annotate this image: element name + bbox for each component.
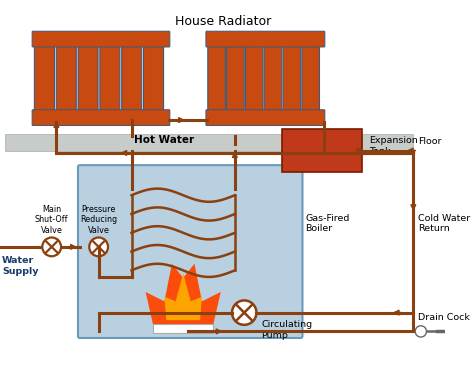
Bar bbox=[282, 130, 362, 172]
FancyBboxPatch shape bbox=[206, 110, 325, 126]
Circle shape bbox=[42, 238, 61, 256]
FancyBboxPatch shape bbox=[122, 38, 142, 122]
Bar bbox=[5, 134, 413, 151]
FancyBboxPatch shape bbox=[56, 38, 76, 122]
Text: Main
Shut-Off
Valve: Main Shut-Off Valve bbox=[35, 205, 68, 235]
Text: Gas-Fired
Boiler: Gas-Fired Boiler bbox=[305, 214, 350, 233]
FancyBboxPatch shape bbox=[264, 38, 282, 122]
Text: Circulating
Pump: Circulating Pump bbox=[261, 320, 312, 340]
Text: Cold Water
Return: Cold Water Return bbox=[418, 214, 470, 233]
FancyBboxPatch shape bbox=[78, 165, 302, 338]
Text: House Radiator: House Radiator bbox=[174, 15, 271, 28]
Text: Water
Supply: Water Supply bbox=[2, 256, 38, 276]
FancyBboxPatch shape bbox=[100, 38, 120, 122]
Text: Hot Water: Hot Water bbox=[134, 135, 194, 145]
FancyBboxPatch shape bbox=[78, 38, 98, 122]
Circle shape bbox=[415, 326, 427, 337]
FancyBboxPatch shape bbox=[283, 38, 301, 122]
FancyBboxPatch shape bbox=[227, 38, 244, 122]
Bar bbox=[153, 324, 213, 333]
Polygon shape bbox=[164, 273, 202, 320]
FancyBboxPatch shape bbox=[35, 38, 55, 122]
FancyBboxPatch shape bbox=[302, 38, 319, 122]
Text: Floor: Floor bbox=[418, 137, 441, 146]
Text: Drain Cock: Drain Cock bbox=[418, 313, 470, 322]
Circle shape bbox=[232, 300, 256, 325]
FancyBboxPatch shape bbox=[208, 38, 226, 122]
Polygon shape bbox=[146, 264, 221, 325]
FancyBboxPatch shape bbox=[246, 38, 263, 122]
Text: Pressure
Reducing
Valve: Pressure Reducing Valve bbox=[80, 205, 117, 235]
FancyBboxPatch shape bbox=[32, 110, 170, 126]
Circle shape bbox=[89, 238, 108, 256]
Text: Expansion
Tank: Expansion Tank bbox=[369, 136, 418, 156]
FancyBboxPatch shape bbox=[144, 38, 164, 122]
FancyBboxPatch shape bbox=[206, 31, 325, 47]
FancyBboxPatch shape bbox=[32, 31, 170, 47]
